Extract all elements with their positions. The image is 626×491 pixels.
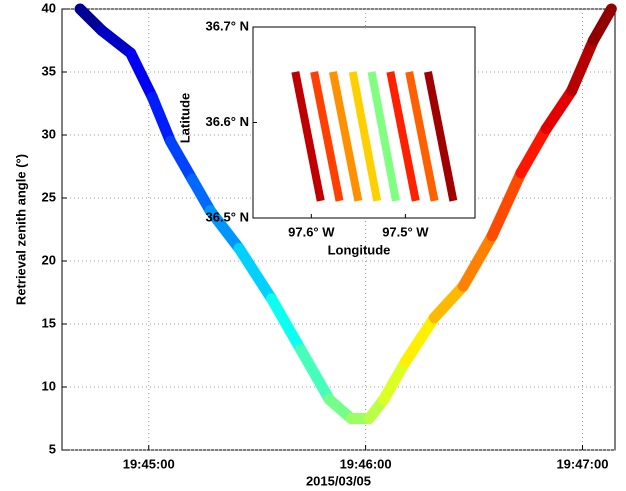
track bbox=[424, 71, 458, 202]
track bbox=[405, 71, 439, 202]
curve-segment bbox=[540, 85, 578, 135]
track bbox=[386, 71, 420, 202]
track bbox=[310, 71, 344, 202]
y-tick-label: 10 bbox=[42, 378, 56, 393]
x-axis-label: 2015/03/05 bbox=[306, 473, 371, 488]
inset-y-tick-label: 36.7° N bbox=[205, 18, 249, 33]
inset-y-tick-label: 36.6° N bbox=[205, 114, 249, 129]
curve-segment bbox=[186, 173, 216, 217]
track bbox=[348, 71, 382, 202]
x-tick-label: 19:47:00 bbox=[556, 456, 608, 471]
track bbox=[291, 71, 325, 202]
x-tick-label: 19:46:00 bbox=[340, 456, 392, 471]
y-tick-label: 5 bbox=[49, 441, 56, 456]
curve-segment bbox=[457, 230, 498, 292]
curve-segment bbox=[486, 167, 527, 242]
y-tick-label: 25 bbox=[42, 189, 56, 204]
inset-y-label: Latitude bbox=[177, 93, 192, 144]
y-axis-label: Retrieval zenith angle (°) bbox=[13, 154, 28, 305]
y-tick-label: 15 bbox=[42, 315, 56, 330]
track bbox=[329, 71, 363, 202]
curve-segment bbox=[146, 91, 176, 147]
curve-segment bbox=[295, 343, 335, 406]
curve-segment bbox=[515, 123, 552, 179]
y-tick-label: 40 bbox=[42, 0, 56, 15]
curve-segment bbox=[399, 312, 440, 368]
inset-x-label: Longitude bbox=[328, 242, 391, 257]
curve-segment bbox=[428, 280, 469, 324]
y-tick-label: 20 bbox=[42, 252, 56, 267]
y-tick-label: 35 bbox=[42, 63, 56, 78]
curve-segment bbox=[587, 3, 617, 46]
y-tick-label: 30 bbox=[42, 126, 56, 141]
curve-segment bbox=[566, 35, 599, 97]
track bbox=[367, 71, 400, 202]
inset-x-tick-label: 97.5° W bbox=[382, 224, 429, 239]
inset-x-tick-label: 97.6° W bbox=[288, 224, 335, 239]
x-tick-label: 19:45:00 bbox=[123, 456, 175, 471]
curve-segment bbox=[125, 47, 158, 103]
curve-segment bbox=[266, 293, 307, 355]
inset-y-tick-label: 36.5° N bbox=[205, 209, 249, 224]
curve-segment bbox=[96, 24, 137, 59]
curve-segment bbox=[164, 135, 198, 185]
curve-segment bbox=[378, 356, 411, 406]
curve-segment bbox=[233, 242, 278, 305]
curve-segment bbox=[204, 205, 245, 254]
